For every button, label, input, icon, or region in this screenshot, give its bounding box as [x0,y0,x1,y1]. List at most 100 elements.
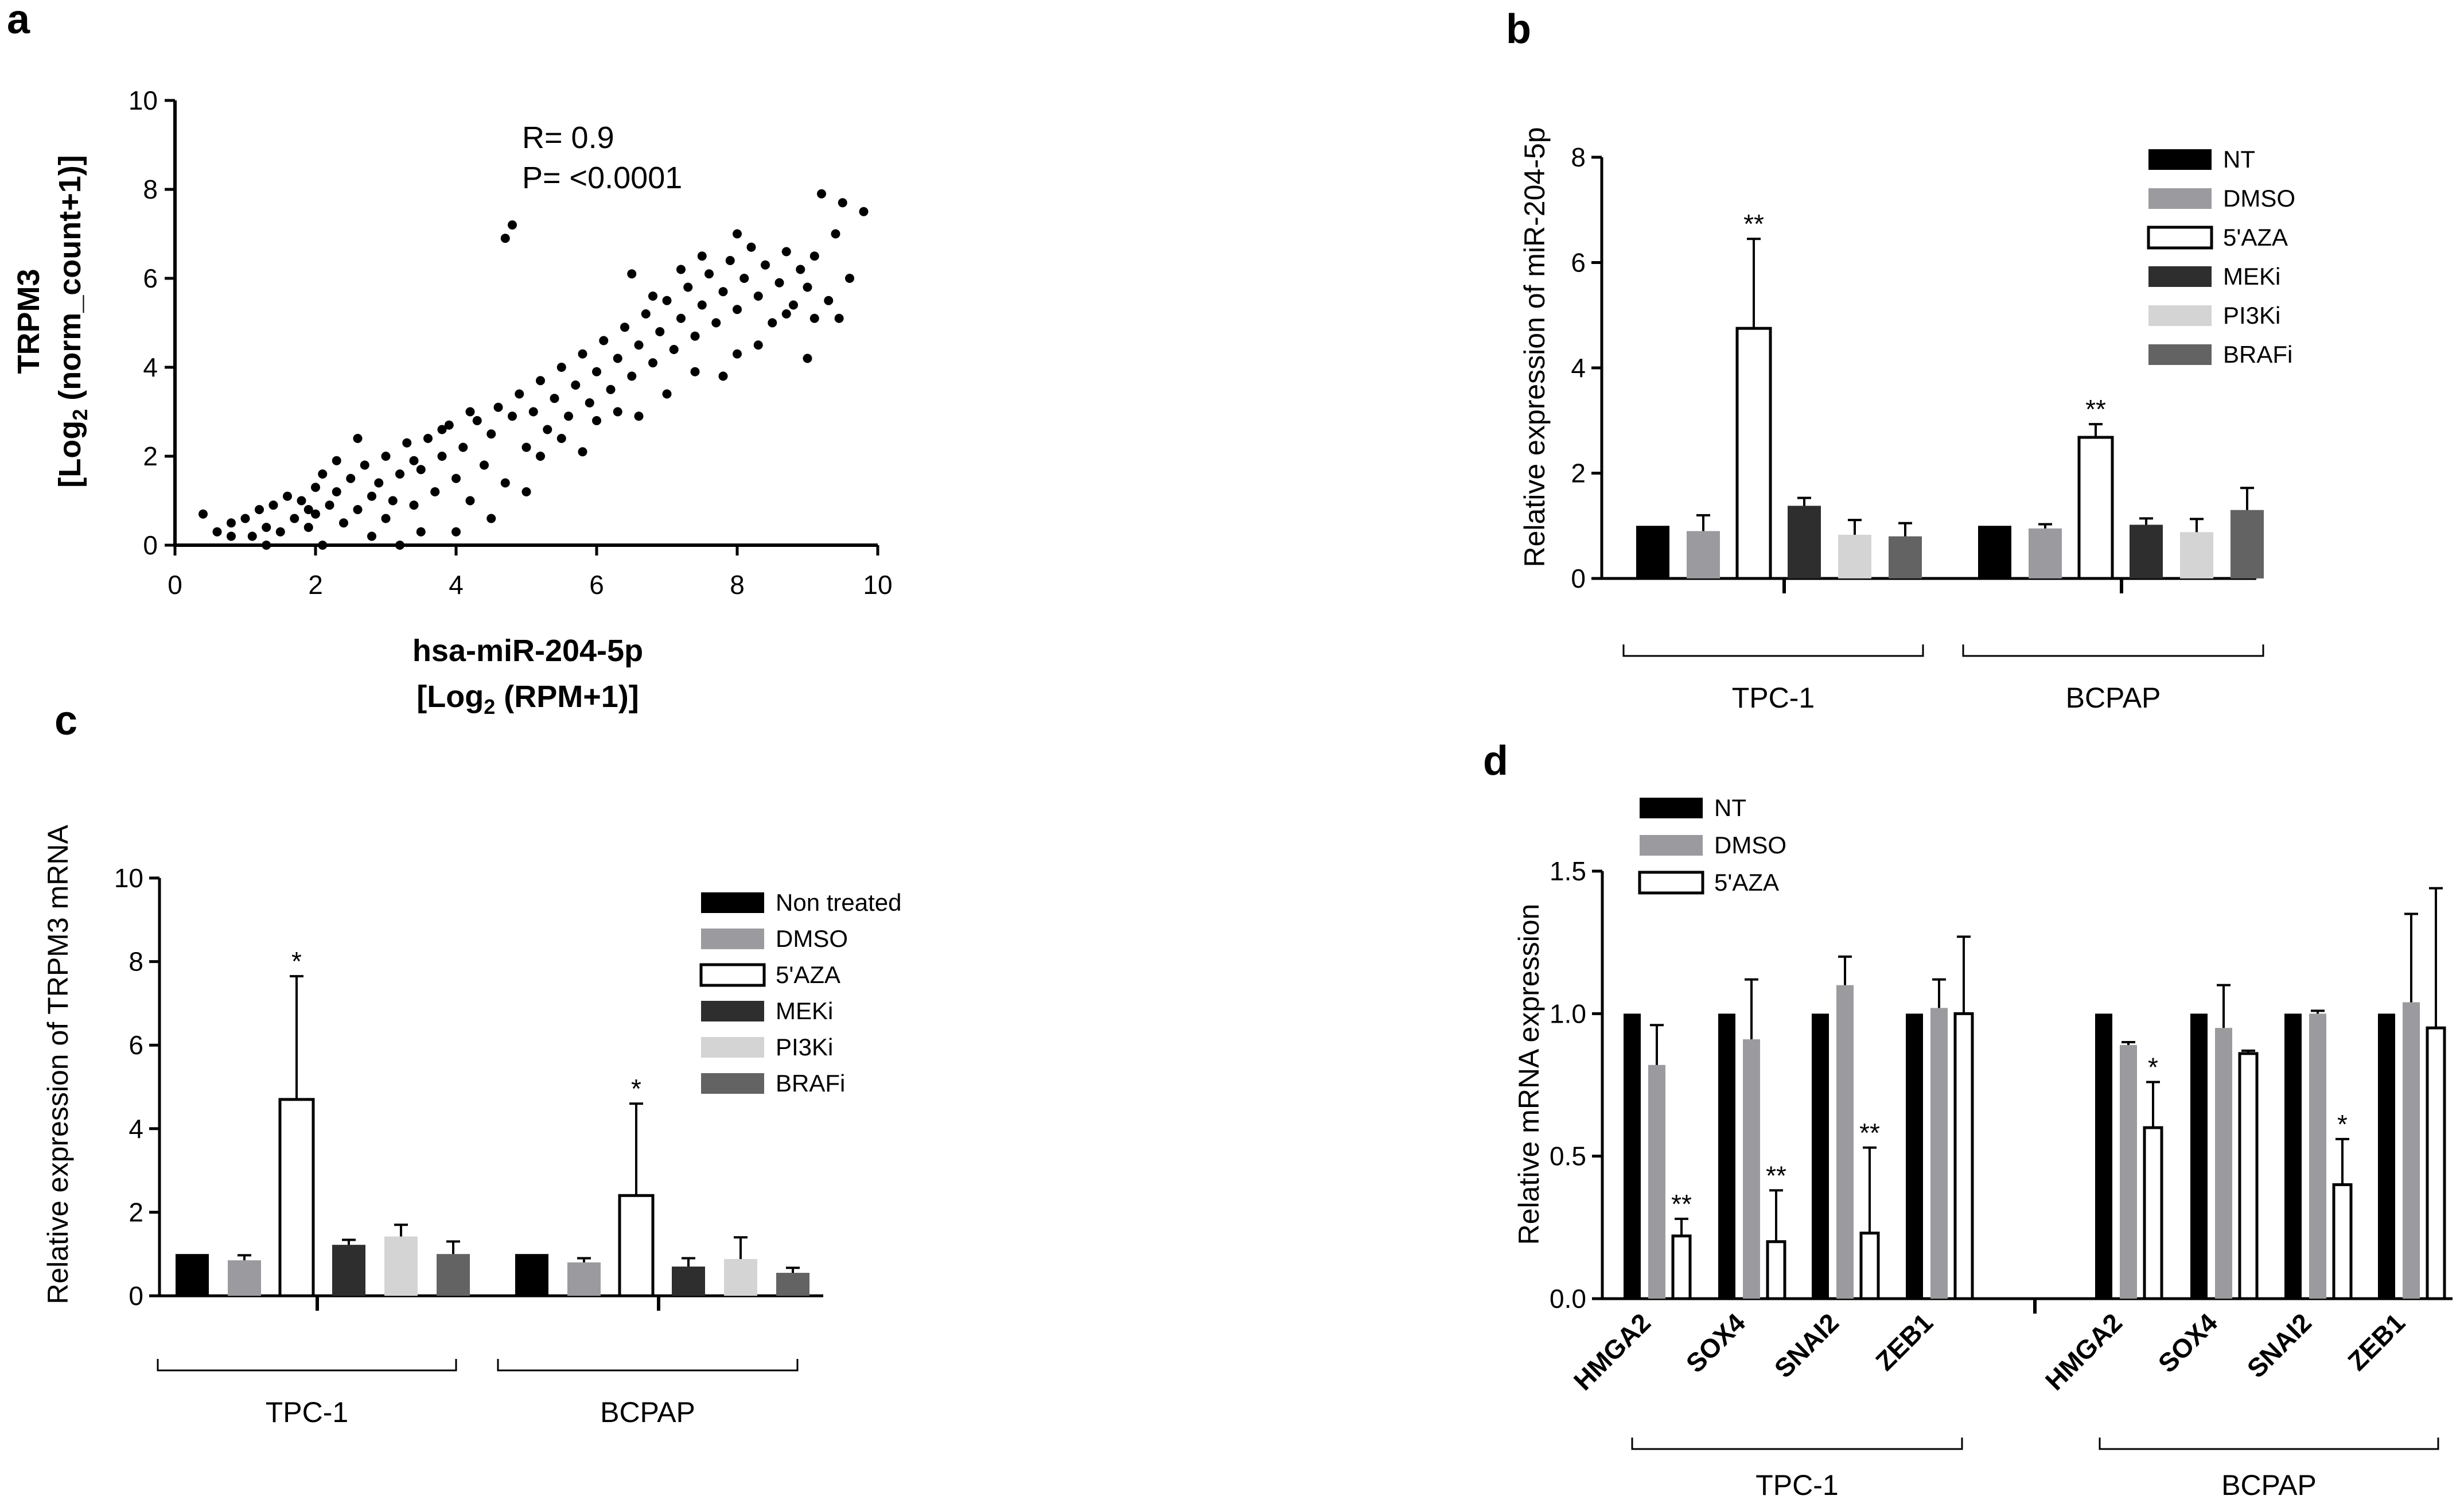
scatter-point [578,447,587,457]
a-y-tick-label: 6 [143,263,158,293]
scatter-point [465,407,475,417]
bar-chart-emt-genes: 0.00.51.01.5********TPC-1 BCPAPNTDMSO5'AZ… [1513,794,2453,1501]
b-y-tick-label: 0 [1571,564,1586,593]
c-bar [618,1194,655,1298]
b-bar [2180,532,2213,578]
c-legend-label: Non treated [776,889,901,916]
c-bar [332,1245,365,1296]
scatter-point [634,411,644,421]
scatter-point [725,256,735,265]
c-significance: * [631,1074,641,1104]
d-bar [2238,1052,2259,1300]
d-legend-label: DMSO [1714,832,1786,859]
d-y-tick-label: 1.0 [1550,999,1586,1028]
scatter-point [599,336,609,345]
scatter-point [381,514,391,523]
b-bar [1838,534,1871,578]
a-y-tick-label: 8 [143,174,158,204]
d-legend-label: NT [1714,794,1746,821]
scatter-point [648,358,657,368]
scatter-point [564,411,573,421]
c-bar [776,1272,809,1296]
b-bar [1636,526,1669,578]
scatter-point [781,309,791,318]
a-y-title-line1: TRPM3 [11,269,46,374]
scatter-point [437,425,447,434]
b-group-bracket [1962,644,2264,657]
c-bar [672,1267,705,1296]
d-bar [2215,1028,2232,1299]
c-y-tick-label: 0 [129,1281,143,1311]
scatter-point [592,367,601,376]
d-bar [1812,1013,1829,1299]
scatter-point [536,452,545,461]
scatter-point [367,491,376,501]
scatter-point [606,384,616,394]
scatter-point [374,478,384,488]
scatter-point [718,371,728,381]
d-bar [2120,1044,2137,1299]
c-bar [724,1258,757,1296]
c-bar [278,1098,315,1298]
scatter-point [845,274,854,283]
b-bar [2077,436,2114,580]
a-x-tick-label: 2 [308,570,323,600]
d-bar [1836,985,1854,1299]
c-bar [567,1262,601,1296]
b-y-title: Relative expression of miR-204-5p [1519,127,1551,567]
c-y-tick-label: 8 [129,947,143,977]
a-x-tick-label: 10 [863,570,892,600]
d-significance: * [2337,1109,2348,1139]
d-significance: ** [1859,1118,1880,1148]
scatter-plot: 0 2 4 6 8 10 0 2 4 6 8 10 R= 0.9 P= <0.0001 hsa-miR… [11,86,893,718]
scatter-point [809,251,819,261]
b-y-tick-label: 6 [1571,248,1586,278]
scatter-point [353,505,363,514]
d-bar [2378,1013,2395,1299]
d-bar [2309,1013,2326,1299]
panel-letter-a: a [7,0,30,42]
scatter-point [332,487,341,496]
scatter-point [416,527,426,537]
b-bar [2029,528,2062,578]
d-bar [1859,1232,1880,1300]
scatter-point [227,531,236,541]
scatter-point [521,487,531,496]
scatter-point [451,527,461,537]
scatter-point [571,380,581,390]
scatter-point [240,514,250,523]
b-y-tick-label: 2 [1571,459,1586,488]
scatter-point [704,269,714,279]
b-legend-swatch [2148,266,2212,287]
scatter-point [508,220,517,230]
d-y-tick-label: 0.5 [1550,1141,1586,1171]
scatter-point [838,198,847,208]
b-legend-swatch [2148,149,2212,170]
scatter-point [669,345,679,354]
d-significance: * [2148,1052,2158,1082]
a-x-title-line1: hsa-miR-204-5p [412,634,643,668]
scatter-point [676,265,686,274]
scatter-point [212,527,222,537]
b-bar [1978,526,2011,578]
scatter-point [768,318,777,328]
scatter-point [381,452,391,461]
scatter-point [367,531,376,541]
scatter-point [789,300,798,310]
b-legend-label: NT [2223,146,2255,173]
scatter-point [353,434,363,443]
d-group-bracket [2099,1438,2439,1450]
c-y-tick-label: 4 [129,1114,143,1144]
scatter-point [697,251,707,261]
d-bar [2426,1026,2446,1300]
b-y-tick-label: 4 [1571,353,1586,383]
c-legend-label: PI3Ki [776,1034,833,1061]
b-legend-swatch [2148,188,2212,209]
c-group-label: BCPAP [600,1396,695,1428]
a-p-value: P= <0.0001 [522,161,682,195]
a-x-tick-label: 6 [589,570,604,600]
scatter-point [395,541,404,550]
c-legend-swatch [701,1001,764,1021]
b-bar [2231,510,2264,578]
scatter-point [318,469,328,479]
